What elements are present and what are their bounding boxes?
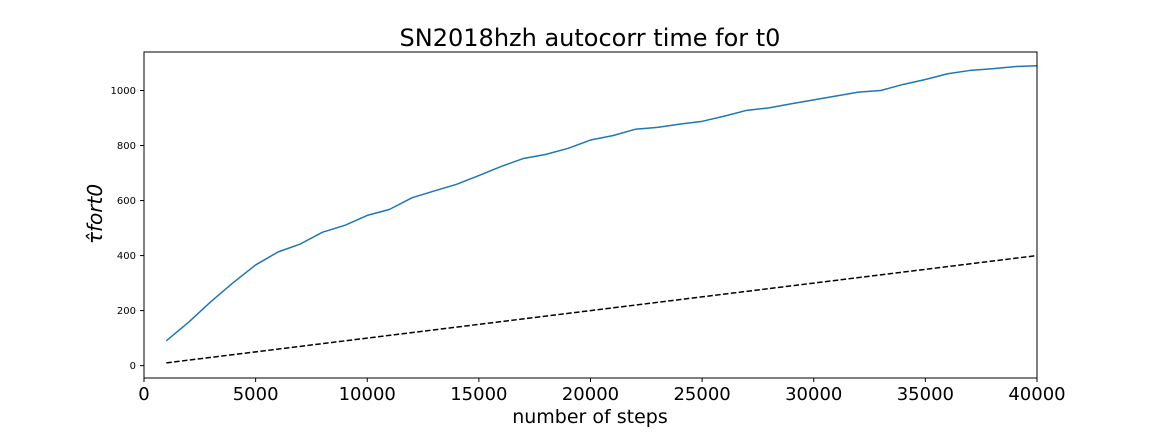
plot-background xyxy=(144,52,1037,378)
plot-area xyxy=(143,51,1038,379)
x-tick-label: 15000 xyxy=(450,384,507,405)
x-tick-label: 30000 xyxy=(785,384,842,405)
y-tick-label: 200 xyxy=(117,306,136,317)
y-tick-label: 1000 xyxy=(111,86,136,97)
x-tick-label: 25000 xyxy=(673,384,730,405)
x-tick-label: 20000 xyxy=(562,384,619,405)
series-layer xyxy=(165,65,1038,364)
y-tick-label: 0 xyxy=(130,361,136,372)
x-tick-label: 40000 xyxy=(1008,384,1065,405)
y-axis: 0 200 400 600 800 1000 xyxy=(111,86,144,372)
x-tick-label: 5000 xyxy=(233,384,279,405)
y-tick-label: 400 xyxy=(117,251,136,262)
y-tick-label: 600 xyxy=(117,196,136,207)
x-tick-label: 35000 xyxy=(897,384,954,405)
x-tick-label: 0 xyxy=(138,384,149,405)
series-line-0 xyxy=(165,65,1038,342)
x-tick-label: 10000 xyxy=(339,384,396,405)
x-axis: 0 5000 10000 15000 20000 25000 30000 35000 40000 xyxy=(138,378,1066,405)
series-line-1 xyxy=(166,254,1038,364)
y-tick-label: 800 xyxy=(117,141,136,152)
chart-title: SN2018hzh autocorr time for t0 xyxy=(400,24,781,52)
y-axis-label: τ̂fort0 xyxy=(83,184,107,244)
x-axis-label: number of steps xyxy=(512,406,668,428)
